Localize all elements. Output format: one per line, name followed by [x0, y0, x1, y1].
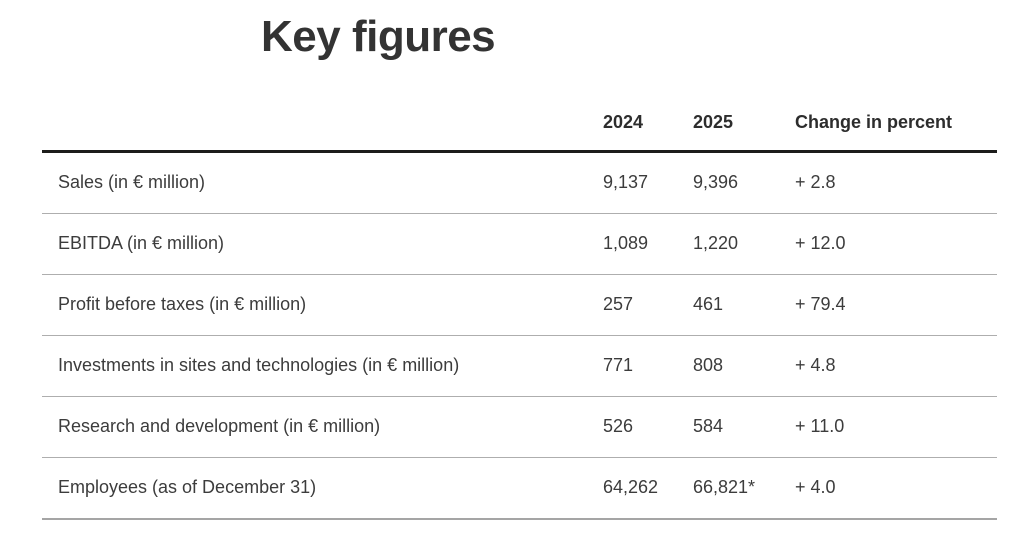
metric-label: Research and development (in € million) — [58, 416, 381, 437]
value-2024: 1,089 — [603, 233, 649, 254]
table-row: Employees (as of December 31) 64,262 66,… — [42, 458, 997, 520]
table-row: Sales (in € million) 9,137 9,396 + 2.8 — [42, 153, 997, 214]
value-2024: 526 — [603, 416, 634, 437]
value-change: + 12.0 — [795, 233, 846, 254]
table-row: Investments in sites and technologies (i… — [42, 336, 997, 397]
value-2025: 66,821* — [693, 477, 756, 498]
key-figures-table: 2024 2025 Change in percent Sales (in € … — [42, 96, 997, 520]
metric-label: Investments in sites and technologies (i… — [58, 355, 460, 376]
value-2024: 64,262 — [603, 477, 659, 498]
column-header-change: Change in percent — [795, 112, 953, 133]
table-header-row: 2024 2025 Change in percent — [42, 96, 997, 153]
value-change: + 2.8 — [795, 172, 836, 193]
value-2025: 461 — [693, 294, 724, 315]
metric-label: EBITDA (in € million) — [58, 233, 225, 254]
value-change: + 4.0 — [795, 477, 836, 498]
value-change: + 79.4 — [795, 294, 846, 315]
value-2025: 9,396 — [693, 172, 739, 193]
value-2025: 1,220 — [693, 233, 739, 254]
value-change: + 11.0 — [795, 416, 845, 437]
column-header-2024: 2024 — [603, 112, 644, 133]
metric-label: Employees (as of December 31) — [58, 477, 317, 498]
column-header-2025: 2025 — [693, 112, 734, 133]
table-row: Profit before taxes (in € million) 257 4… — [42, 275, 997, 336]
page-title: Key figures — [261, 12, 496, 61]
value-2024: 9,137 — [603, 172, 649, 193]
value-2025: 584 — [693, 416, 724, 437]
table-row: Research and development (in € million) … — [42, 397, 997, 458]
metric-label: Sales (in € million) — [58, 172, 206, 193]
value-2024: 257 — [603, 294, 634, 315]
table-row: EBITDA (in € million) 1,089 1,220 + 12.0 — [42, 214, 997, 275]
value-change: + 4.8 — [795, 355, 836, 376]
value-2024: 771 — [603, 355, 634, 376]
value-2025: 808 — [693, 355, 724, 376]
metric-label: Profit before taxes (in € million) — [58, 294, 307, 315]
